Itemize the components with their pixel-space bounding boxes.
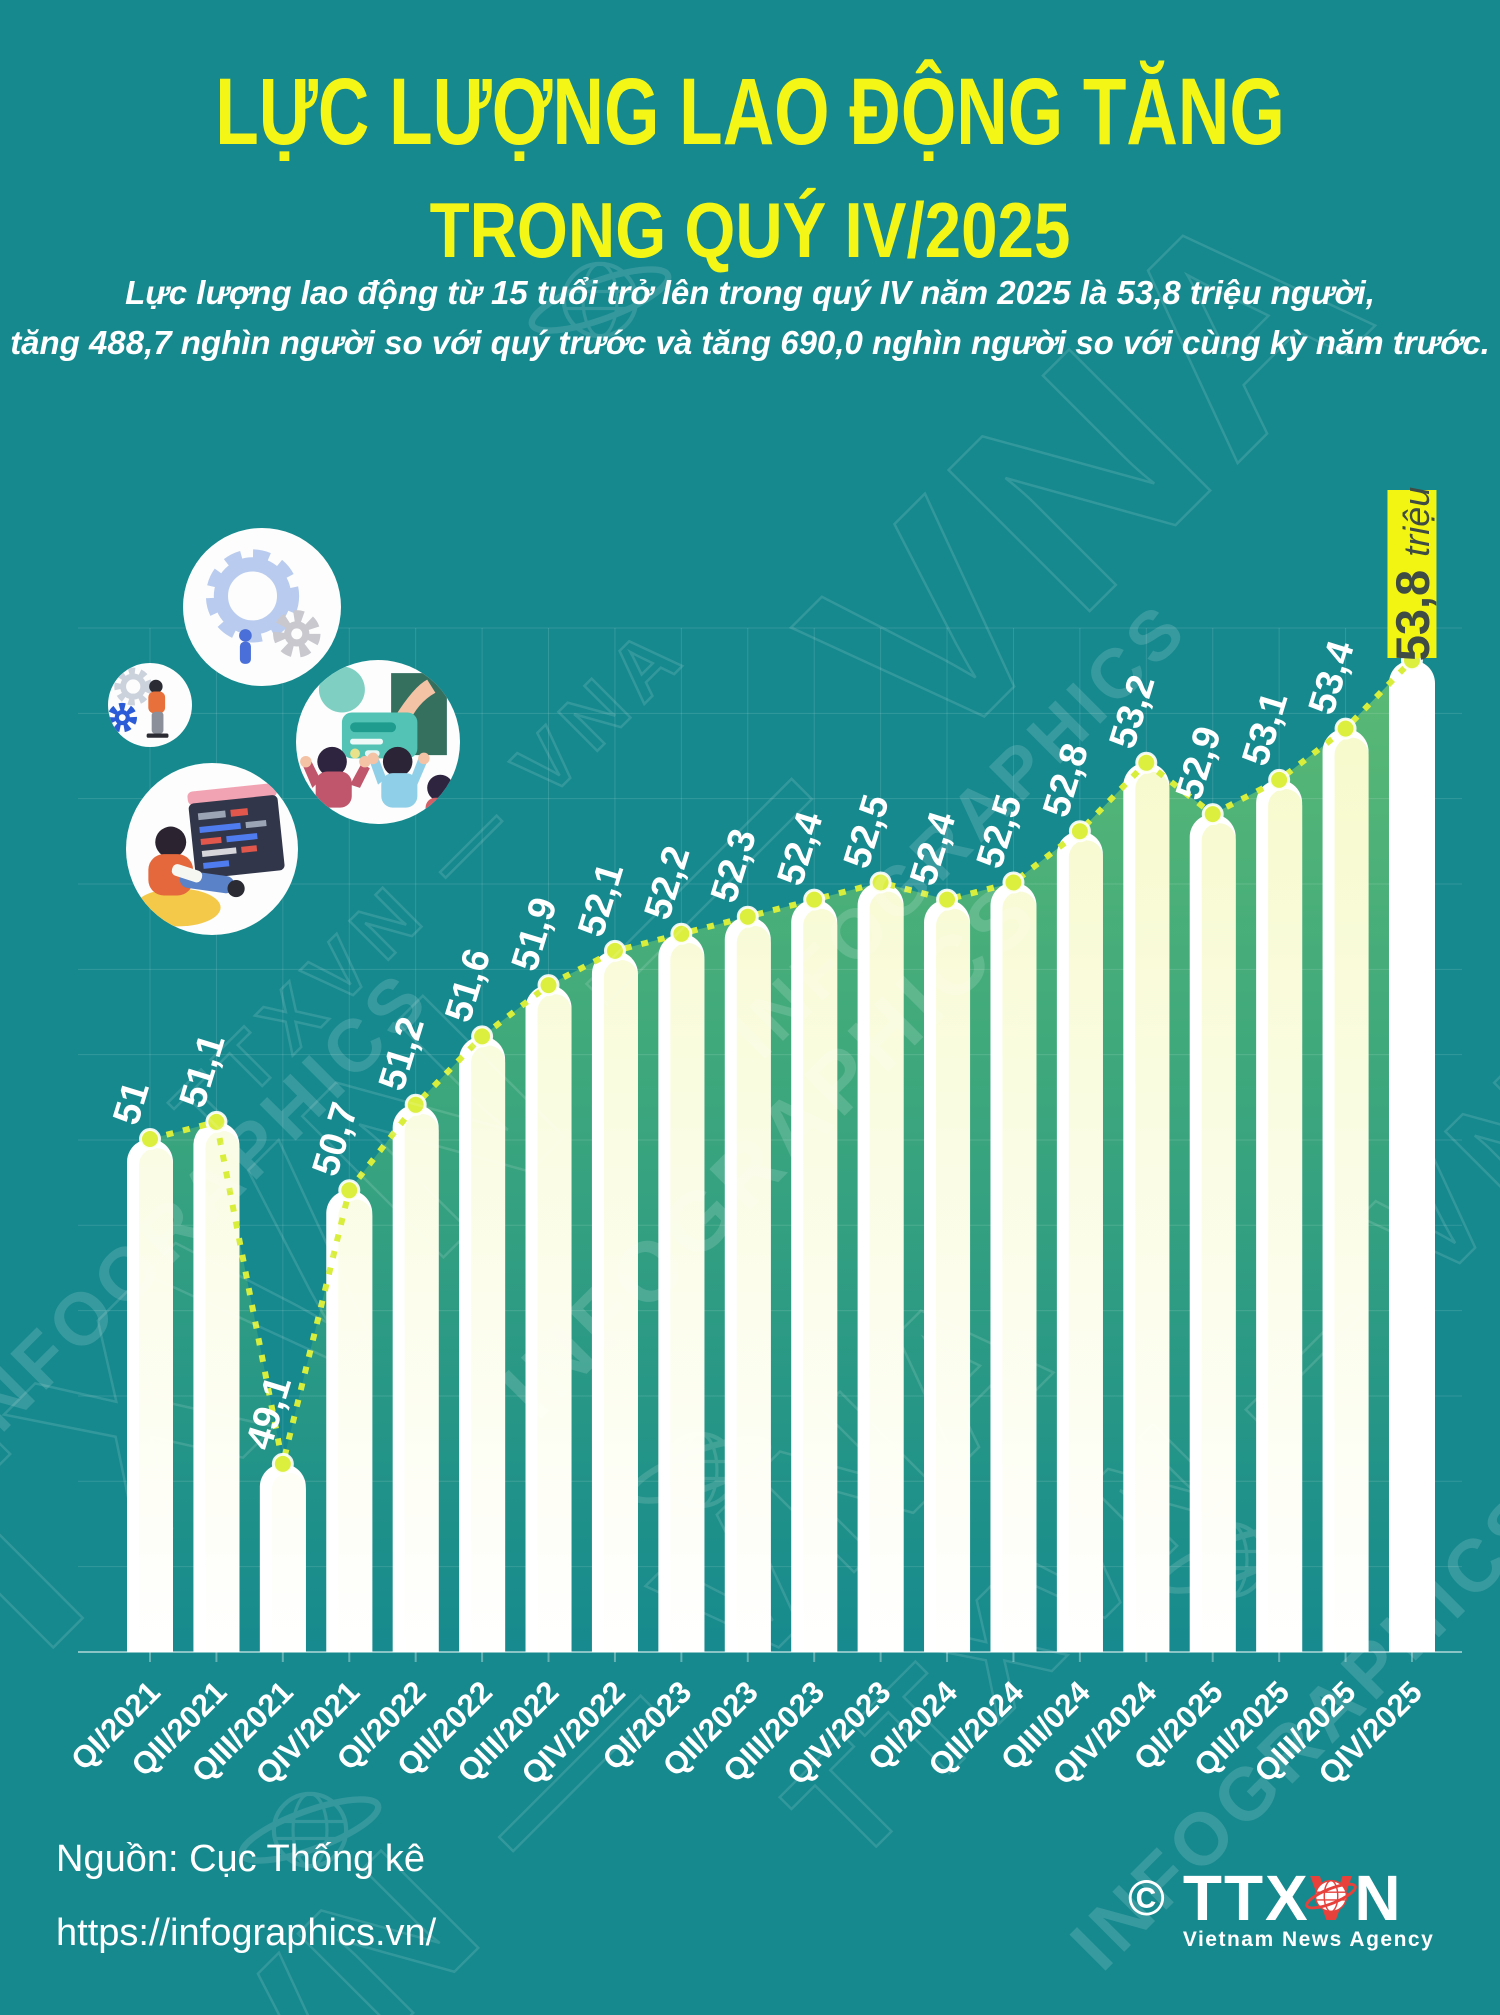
- globe-orbit-icon: [615, 1406, 785, 1534]
- globe-orbit-icon: [1302, 1870, 1360, 1926]
- globe-orbit-icon: [1145, 1496, 1315, 1624]
- watermark-text: INFOGRAPHICS: [483, 863, 1058, 1438]
- wordmark-line: TTXVN: [1183, 1862, 1403, 1934]
- wordmark-n: N: [1354, 1862, 1402, 1934]
- team-celebration-icon: [296, 660, 460, 824]
- wordmark-ttx: TTX: [1183, 1862, 1310, 1934]
- gears-icon: [183, 528, 341, 686]
- copyright-icon: ©: [1128, 1868, 1165, 1928]
- logo-tagline: Vietnam News Agency: [1183, 1928, 1434, 1952]
- globe-orbit-icon: [515, 236, 685, 364]
- watermark-text: INFOGRAPHICS: [717, 587, 1204, 1074]
- ttxvn-wordmark: TTXVN Vietnam News Agency: [1183, 1868, 1434, 1952]
- watermark-layer-front: TTXVN — VNATTXVN — VNAINFOGRAPHICSINFOGR…: [0, 0, 1500, 2015]
- worker-gears-icon: [108, 663, 192, 747]
- coder-icon: [126, 763, 298, 935]
- watermark-text: INFOGRAPHICS: [0, 954, 446, 1466]
- ttxvn-logo: © TTXVN Vietnam News Agency: [1128, 1868, 1434, 1952]
- watermark-text: TTXVN — VNA: [0, 1231, 1099, 2015]
- source-text: Nguồn: Cục Thống kê: [56, 1838, 425, 1881]
- website-url: https://infographics.vn/: [56, 1912, 436, 1955]
- infographic-poster: TTXVN — VNATTXVN — VNA 5151,149,150,751,…: [0, 0, 1500, 2015]
- watermark-text: TTXVN — VNA: [754, 944, 1500, 1896]
